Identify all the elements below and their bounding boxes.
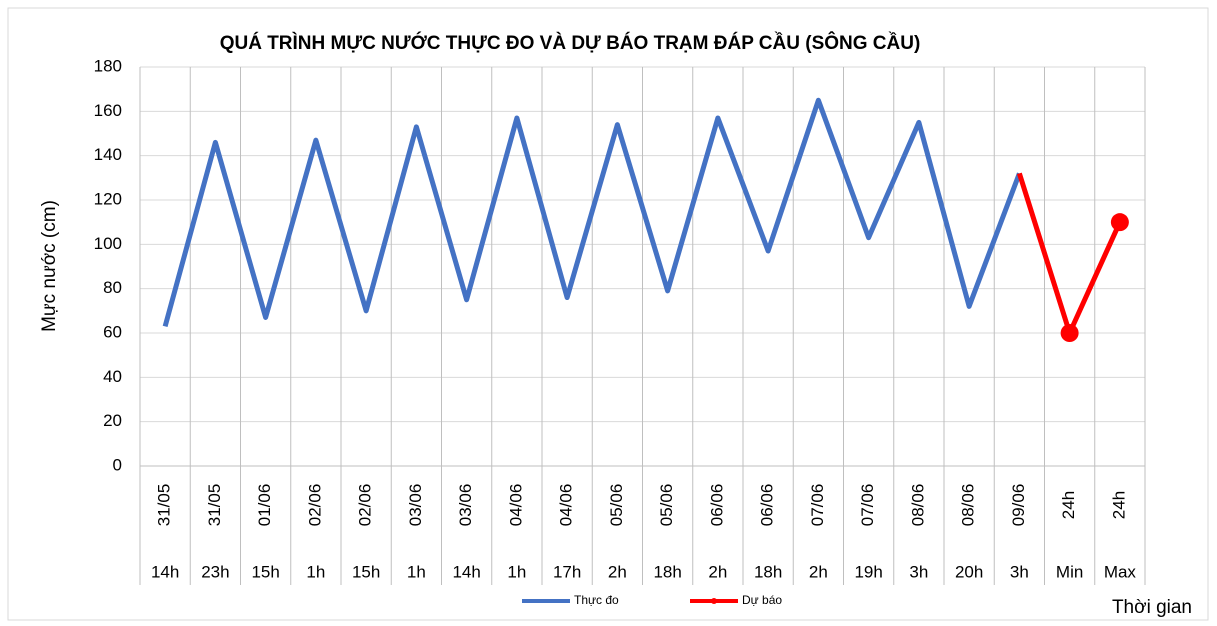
- point: [1060, 324, 1079, 342]
- x-subtick-label: 1h: [407, 562, 426, 581]
- x-tick-label: 06/06: [758, 484, 777, 527]
- x-tick-label: 04/06: [557, 484, 576, 527]
- x-tick-label: 08/06: [959, 484, 978, 527]
- x-axis-label: Thời gian: [1112, 597, 1192, 618]
- x-subtick-label: 17h: [553, 562, 581, 581]
- y-tick-label: 100: [94, 234, 122, 253]
- x-tick-label: 31/05: [205, 484, 224, 527]
- x-tick-label: 02/06: [356, 484, 375, 527]
- legend-label: Thực đo: [574, 593, 619, 607]
- x-subtick-label: 19h: [854, 562, 882, 581]
- x-subtick-label: 2h: [608, 562, 627, 581]
- x-subtick-label: 14h: [452, 562, 480, 581]
- x-subtick-label: 15h: [352, 562, 380, 581]
- y-tick-label: 60: [103, 322, 122, 341]
- point: [1110, 213, 1129, 232]
- x-subtick-label: 2h: [708, 562, 727, 581]
- x-tick-label: 08/06: [908, 484, 927, 527]
- x-subtick-label: 15h: [251, 562, 279, 581]
- y-tick-label: 40: [103, 367, 122, 386]
- x-subtick-label: 18h: [754, 562, 782, 581]
- x-subtick-label: Max: [1104, 562, 1137, 581]
- chart-frame: [7, 7, 1209, 621]
- series-line: [1016, 172, 1123, 336]
- x-tick-label: 31/05: [155, 484, 174, 527]
- x-tick-label: 07/06: [858, 484, 877, 527]
- x-subtick-label: 3h: [909, 562, 928, 581]
- x-tick-label: 06/06: [707, 484, 726, 527]
- x-tick-label: 24h: [1059, 491, 1078, 519]
- y-tick-label: 80: [103, 278, 122, 297]
- x-tick-label: 24h: [1109, 491, 1128, 519]
- y-tick-label: 180: [94, 56, 122, 75]
- x-tick-label: 03/06: [456, 484, 475, 527]
- x-subtick-label: 2h: [809, 562, 828, 581]
- y-axis-label: Mực nước (cm): [39, 200, 60, 332]
- x-subtick-label: 1h: [507, 562, 526, 581]
- x-tick-label: 03/06: [406, 484, 425, 527]
- y-tick-label: 20: [103, 411, 122, 430]
- y-tick-label: 160: [94, 101, 122, 120]
- legend-label: Dự báo: [742, 593, 782, 607]
- x-subtick-label: 14h: [151, 562, 179, 581]
- x-tick-label: 09/06: [1009, 484, 1028, 527]
- x-tick-label: 05/06: [657, 484, 676, 527]
- chart-title: QUÁ TRÌNH MỰC NƯỚC THỰC ĐO VÀ DỰ BÁO TRẠ…: [220, 32, 921, 54]
- x-subtick-label: 3h: [1010, 562, 1029, 581]
- y-tick-label: 140: [94, 145, 122, 164]
- x-subtick-label: 23h: [201, 562, 229, 581]
- y-tick-label: 0: [113, 455, 122, 474]
- x-tick-label: 01/06: [255, 484, 274, 527]
- series-line: [162, 97, 1022, 328]
- legend-marker: [711, 598, 717, 604]
- x-subtick-label: 1h: [306, 562, 325, 581]
- x-tick-label: 04/06: [506, 484, 525, 527]
- x-subtick-label: Min: [1056, 562, 1083, 581]
- y-tick-label: 120: [94, 189, 122, 208]
- x-subtick-label: 20h: [955, 562, 983, 581]
- x-tick-label: 07/06: [808, 484, 827, 527]
- x-tick-label: 02/06: [305, 484, 324, 527]
- x-tick-label: 05/06: [607, 484, 626, 527]
- x-subtick-label: 18h: [653, 562, 681, 581]
